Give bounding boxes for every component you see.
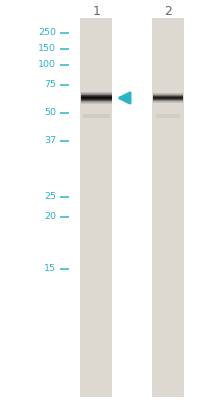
Bar — [81, 98, 111, 99]
Bar — [81, 94, 111, 95]
Bar — [81, 103, 111, 104]
Bar — [81, 95, 111, 96]
Bar — [80, 18, 112, 397]
Bar — [81, 100, 111, 101]
Bar — [81, 96, 111, 97]
Text: 15: 15 — [44, 264, 56, 273]
Text: 1: 1 — [92, 5, 100, 18]
Bar — [81, 101, 111, 102]
Bar — [83, 114, 109, 118]
Bar — [81, 97, 111, 98]
Bar — [151, 18, 183, 397]
Text: 100: 100 — [38, 60, 56, 69]
Text: 37: 37 — [44, 136, 56, 145]
Bar — [81, 93, 111, 94]
Bar — [81, 99, 111, 100]
Text: 150: 150 — [38, 44, 56, 53]
Text: 50: 50 — [44, 108, 56, 117]
Text: 75: 75 — [44, 80, 56, 89]
Text: 250: 250 — [38, 28, 56, 37]
Bar — [81, 92, 111, 93]
Text: 25: 25 — [44, 192, 56, 201]
Bar — [155, 114, 180, 118]
Bar — [81, 102, 111, 103]
Text: 2: 2 — [163, 5, 171, 18]
Text: 20: 20 — [44, 212, 56, 221]
